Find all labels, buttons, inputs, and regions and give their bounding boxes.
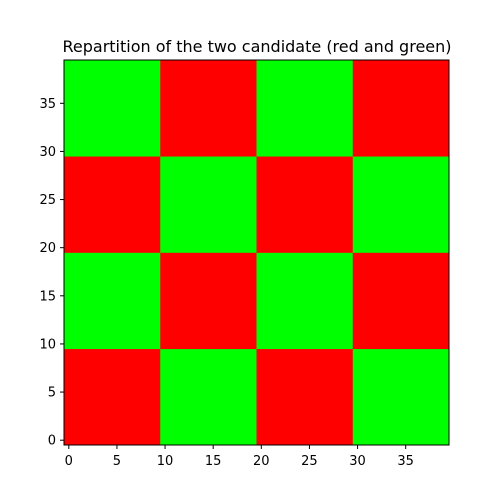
x-tick-label: 0: [65, 454, 73, 469]
x-axis: 0 5 10 15 20 25 30 35: [65, 445, 414, 469]
y-axis: 0 5 10 15 20 25 30 35: [39, 97, 64, 449]
heatmap-cell-green: [64, 60, 161, 157]
x-tick-label: 10: [157, 454, 174, 469]
y-tick-label: 25: [39, 193, 56, 208]
y-tick-label: 0: [48, 434, 56, 449]
heatmap-cell-red: [352, 60, 450, 157]
plot-frame: [63, 59, 450, 446]
heatmap-cell-green: [256, 252, 354, 350]
heatmap-cell-red: [160, 60, 257, 157]
x-tick-label: 35: [397, 454, 414, 469]
cells-layer: [64, 60, 450, 446]
x-tick-label: 20: [253, 454, 270, 469]
y-tick-label: 20: [39, 241, 56, 256]
heatmap-cell-red: [64, 348, 161, 446]
y-tick-label: 35: [39, 97, 56, 112]
heatmap-cell-red: [256, 156, 354, 253]
heatmap-cell-green: [352, 348, 450, 446]
y-tick-label: 10: [39, 337, 56, 352]
heatmap-cell-green: [352, 156, 450, 253]
heatmap-cell-red: [256, 348, 354, 446]
x-tick-label: 30: [349, 454, 366, 469]
heatmap-cell-green: [160, 156, 257, 253]
x-tick-label: 15: [205, 454, 222, 469]
y-tick-label: 15: [39, 289, 56, 304]
heatmap-cell-red: [64, 156, 161, 253]
y-tick-label: 30: [39, 145, 56, 160]
x-tick-label: 25: [301, 454, 318, 469]
heatmap-cell-green: [64, 252, 161, 350]
heatmap-cell-red: [160, 252, 257, 350]
y-tick-label: 5: [48, 386, 56, 401]
heatmap-cell-red: [352, 252, 450, 350]
x-tick-label: 5: [113, 454, 121, 469]
heatmap-cell-green: [160, 348, 257, 446]
chart-title: Repartition of the two candidate (red an…: [62, 37, 451, 56]
heatmap-cell-green: [256, 60, 354, 157]
